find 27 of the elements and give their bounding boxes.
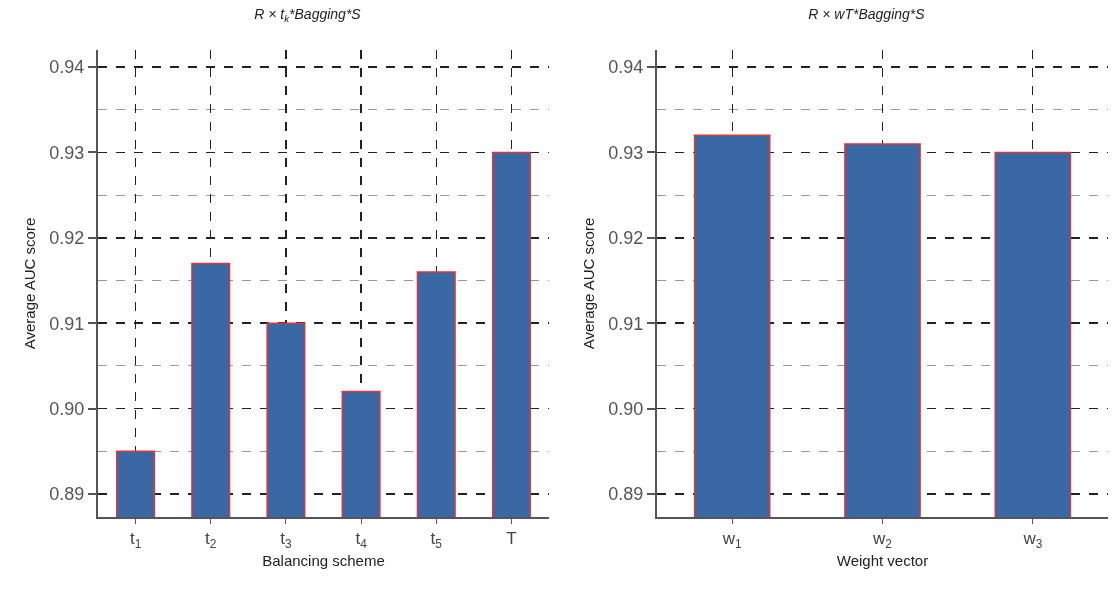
x-tick-label: t$_{4}$ (355, 529, 368, 551)
chart-title: R × t$_{k}$*Bagging*S (254, 5, 362, 24)
y-tick-label: 0.94 (608, 57, 644, 78)
y-tick-label: 0.89 (49, 484, 85, 505)
chart-title: R × wT*Bagging*S (808, 5, 926, 22)
y-tick-label: 0.91 (608, 313, 644, 334)
x-tick-label: t$_{1}$ (129, 529, 142, 551)
y-tick-label: 0.91 (49, 313, 85, 334)
y-axis-title: Average AUC score (580, 217, 598, 350)
y-tick-label: 0.92 (608, 228, 644, 249)
x-tick-label: t$_{2}$ (205, 529, 217, 551)
x-tick-label: w$_{3}$ (1022, 529, 1043, 551)
x-axis-title: Balancing scheme (262, 552, 385, 570)
y-tick-label: 0.93 (49, 142, 85, 163)
y-tick-label: 0.90 (49, 398, 85, 419)
x-tick-label: t$_{3}$ (280, 529, 292, 551)
y-tick-label: 0.89 (608, 484, 644, 505)
x-tick-label: T (506, 529, 517, 549)
x-axis-title: Weight vector (836, 552, 929, 570)
x-tick-label: t$_{5}$ (430, 529, 443, 551)
y-tick-label: 0.94 (49, 57, 85, 78)
x-tick-label: w$_{2}$ (872, 529, 893, 551)
y-tick-label: 0.93 (608, 142, 644, 163)
x-tick-label: w$_{1}$ (721, 529, 742, 551)
y-axis-title: Average AUC score (21, 217, 39, 350)
y-tick-label: 0.92 (49, 228, 85, 249)
y-tick-label: 0.90 (608, 398, 644, 419)
